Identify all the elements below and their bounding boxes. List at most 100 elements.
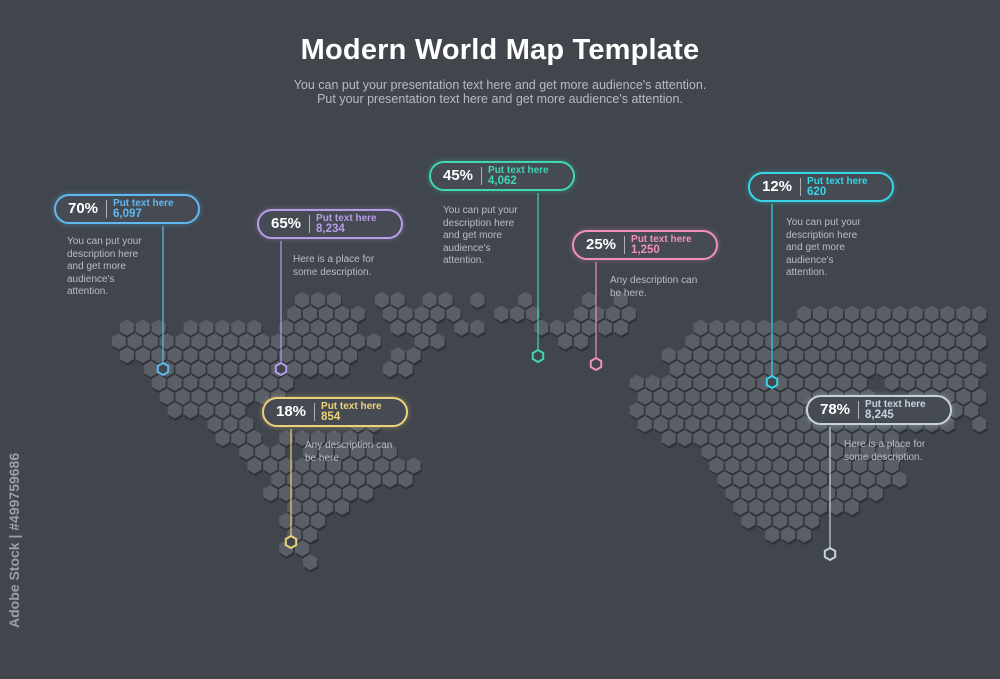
hex-cell	[940, 360, 955, 378]
hex-cell	[781, 526, 796, 543]
hex-cell	[813, 333, 828, 350]
hex-cell	[757, 512, 772, 529]
hex-cell	[669, 416, 684, 433]
hex-cell	[924, 305, 939, 322]
hex-cell	[972, 305, 987, 322]
hex-cell	[964, 402, 979, 419]
hex-cell	[844, 498, 859, 516]
marker-percent: 45%	[431, 167, 483, 185]
hex-cell	[884, 457, 899, 474]
marker-value: 620	[807, 186, 827, 198]
hex-cell	[287, 333, 302, 350]
hex-cell	[295, 291, 310, 309]
hex-cell	[701, 333, 716, 350]
hex-cell	[749, 498, 764, 516]
hex-cell	[574, 333, 588, 350]
marker-description-line: attention.	[443, 255, 485, 266]
subtitle-line-2: Put your presentation text here and get …	[317, 92, 683, 106]
hex-cell	[167, 347, 182, 364]
hex-cell	[805, 429, 820, 447]
hex-cell	[454, 319, 469, 336]
hex-cell	[892, 305, 907, 322]
hex-cell	[813, 443, 828, 460]
hex-cell	[470, 291, 485, 309]
hex-cell	[167, 374, 182, 391]
hex-cell	[350, 333, 365, 350]
hex-cell	[327, 319, 341, 336]
hex-cell	[207, 388, 222, 405]
hex-cell	[199, 402, 214, 419]
page-subtitle: You can put your presentation text here …	[0, 78, 1000, 106]
marker-percent: 25%	[574, 236, 626, 254]
hex-cell	[430, 305, 445, 322]
marker-percent: 78%	[808, 401, 860, 419]
marker-description-line: You can put your	[443, 205, 518, 216]
marker-text-block: Put text here 1,250	[625, 234, 692, 256]
hex-cell	[207, 360, 222, 378]
hex-cell	[733, 333, 748, 350]
hex-cell	[733, 360, 748, 378]
hex-cell	[876, 360, 891, 378]
hex-cell	[414, 305, 429, 322]
hex-cell	[876, 305, 891, 322]
hex-cell	[223, 333, 238, 350]
hex-cell	[151, 374, 166, 391]
hex-cell	[717, 333, 732, 350]
hex-cell	[701, 360, 716, 378]
hex-cell	[422, 291, 437, 309]
hex-cell	[342, 429, 357, 447]
hex-cell	[693, 429, 708, 447]
hex-cell	[119, 319, 134, 336]
marker-value: 4,062	[488, 175, 517, 187]
hex-cell	[789, 429, 804, 447]
hex-cell	[382, 305, 397, 322]
marker-label: Put text here	[113, 198, 174, 209]
hex-cell	[350, 443, 365, 460]
hex-cell	[741, 429, 756, 447]
hex-cell	[693, 347, 708, 364]
hex-cell	[725, 457, 740, 474]
hex-cell	[661, 429, 676, 447]
marker-description-line: Any description can	[305, 440, 393, 451]
hex-cell	[733, 498, 748, 516]
marker-percent: 12%	[750, 178, 802, 196]
hex-cell	[199, 319, 214, 336]
hex-cell	[231, 347, 246, 364]
hex-cell	[231, 429, 246, 447]
hex-cell	[908, 305, 923, 322]
marker-value: 8,245	[865, 409, 894, 421]
hex-cell	[852, 485, 867, 502]
hex-cell	[948, 347, 963, 364]
hex-cell	[773, 429, 788, 447]
hex-cell	[757, 457, 772, 474]
hex-cell	[924, 333, 939, 350]
marker-description: You can put your description here and get …	[786, 217, 861, 280]
hex-cell	[135, 319, 150, 336]
hex-cell	[829, 333, 843, 350]
hex-cell	[972, 388, 987, 405]
marker-text-block: Put text here 6,097	[107, 198, 174, 220]
hex-cell	[701, 416, 716, 433]
hex-cell	[725, 374, 740, 391]
hex-cell	[868, 319, 883, 336]
hex-cell	[876, 333, 891, 350]
hex-cell	[892, 471, 907, 488]
hex-cell	[390, 291, 405, 309]
hex-cell	[956, 388, 971, 405]
hex-cell	[247, 347, 262, 364]
hex-cell	[335, 471, 349, 488]
hex-cell	[797, 360, 812, 378]
hex-cell	[916, 347, 931, 364]
hex-cell	[884, 347, 899, 364]
marker-callout-north-america-west: 70% Put text here 6,097	[54, 194, 200, 224]
hex-cell	[765, 416, 780, 433]
hex-cell	[494, 305, 509, 322]
marker-description-line: Here is a place for	[293, 254, 375, 265]
hex-cell	[781, 498, 796, 516]
hex-cell	[661, 402, 676, 419]
hex-cell	[709, 429, 724, 447]
hex-cell	[685, 333, 700, 350]
hex-cell	[717, 416, 732, 433]
hex-cell	[972, 416, 987, 433]
hex-cell	[231, 319, 246, 336]
